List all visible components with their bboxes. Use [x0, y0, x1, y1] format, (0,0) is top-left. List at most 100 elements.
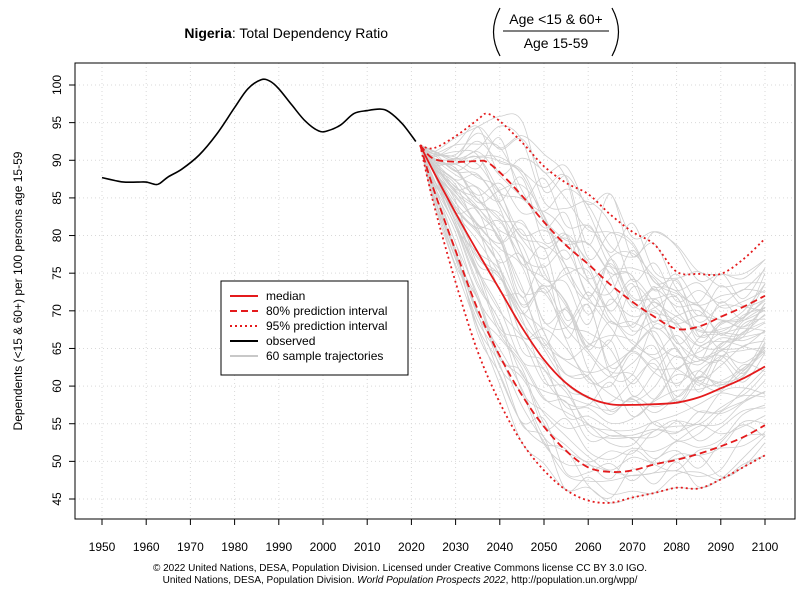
y-tick-label: 50	[50, 454, 64, 468]
x-tick-label: 1960	[133, 540, 160, 554]
sample-trajectory	[419, 145, 766, 425]
legend-label: 60 sample trajectories	[266, 349, 383, 363]
x-tick-label: 2040	[486, 540, 513, 554]
sample-trajectory	[419, 125, 766, 304]
x-tick-label: 2000	[310, 540, 337, 554]
sample-trajectory	[419, 145, 766, 483]
sample-trajectory	[419, 144, 766, 402]
y-tick-label: 60	[50, 379, 64, 393]
sample-trajectory	[419, 145, 766, 415]
x-tick-label: 2060	[575, 540, 602, 554]
sample-trajectory	[419, 144, 766, 403]
sample-trajectory	[419, 145, 766, 389]
y-axis: 45 50 55 60 65 70 75 80 85 90 95 100	[50, 75, 75, 506]
sample-trajectory	[419, 144, 766, 386]
title-denominator: Age 15-59	[524, 35, 589, 51]
title-text: : Total Dependency Ratio	[232, 25, 388, 41]
sample-trajectory	[419, 137, 766, 343]
legend-label: 95% prediction interval	[266, 319, 387, 333]
y-tick-label: 85	[50, 191, 64, 205]
footer-copyright: © 2022 United Nations, DESA, Population …	[152, 563, 648, 574]
sample-trajectory	[419, 145, 766, 460]
sample-trajectory	[419, 145, 766, 482]
sample-trajectory	[419, 144, 766, 400]
sample-trajectory	[419, 145, 766, 480]
y-tick-label: 45	[50, 492, 64, 506]
legend-label: observed	[266, 334, 315, 348]
series-median	[419, 144, 766, 406]
sample-trajectory	[419, 144, 766, 359]
title-numerator: Age <15 & 60+	[509, 11, 602, 27]
sample-trajectory	[419, 145, 766, 499]
x-tick-label: 2100	[752, 540, 779, 554]
sample-trajectory	[419, 145, 766, 432]
y-tick-label: 75	[50, 266, 64, 280]
sample-trajectory	[419, 144, 766, 337]
sample-trajectory	[419, 144, 766, 333]
sample-trajectory	[419, 144, 766, 363]
series-80-upper	[419, 144, 766, 331]
series-lines	[101, 78, 766, 504]
x-tick-label: 1980	[221, 540, 248, 554]
sample-trajectory	[419, 144, 766, 385]
sample-trajectory	[419, 144, 766, 325]
sample-trajectory	[419, 145, 766, 373]
x-tick-label: 1990	[265, 540, 292, 554]
footer-citation-url: , http://population.un.org/wpp/	[505, 575, 638, 586]
x-tick-label: 1970	[177, 540, 204, 554]
x-tick-label: 2010	[354, 540, 381, 554]
sample-trajectory	[419, 145, 766, 477]
sample-trajectory	[419, 145, 766, 439]
title-left-paren	[492, 7, 501, 57]
sample-trajectory	[419, 145, 766, 414]
sample-trajectory	[419, 144, 766, 387]
grid	[75, 63, 795, 519]
x-tick-label: 2020	[398, 540, 425, 554]
sample-trajectory	[419, 145, 766, 442]
sample-trajectory	[419, 145, 766, 478]
sample-trajectory	[420, 144, 766, 282]
y-tick-label: 100	[50, 75, 64, 95]
series-95-lower	[419, 145, 766, 504]
footer: © 2022 United Nations, DESA, Population …	[0, 563, 800, 587]
legend-label: 80% prediction interval	[266, 304, 387, 318]
sample-trajectory	[419, 145, 766, 463]
sample-trajectory	[420, 125, 766, 304]
x-tick-label: 2070	[619, 540, 646, 554]
x-tick-label: 2080	[663, 540, 690, 554]
sample-trajectory	[420, 144, 766, 362]
x-tick-label: 2050	[531, 540, 558, 554]
series-95-upper	[419, 112, 766, 276]
sample-trajectory	[419, 144, 766, 383]
y-tick-label: 70	[50, 304, 64, 318]
sample-trajectory	[419, 132, 766, 317]
plot-frame	[74, 62, 796, 520]
y-tick-label: 55	[50, 417, 64, 431]
svg-text:Nigeria: Total Dependency Rati: Nigeria: Total Dependency Ratio	[184, 25, 388, 41]
x-axis: 1950 1960 1970 1980 1990 2000 2010 2020 2030 2040…	[89, 519, 779, 554]
y-tick-label: 90	[50, 153, 64, 167]
legend-label: median	[266, 289, 305, 303]
y-tick-label: 95	[50, 116, 64, 130]
y-tick-label: 65	[50, 341, 64, 355]
chart-title: Nigeria: Total Dependency Ratio Age <15 …	[184, 7, 620, 57]
sample-trajectory	[419, 144, 766, 336]
x-tick-label: 1950	[89, 540, 116, 554]
x-tick-label: 2090	[707, 540, 734, 554]
sample-trajectory	[419, 145, 766, 418]
series-80-lower	[419, 144, 766, 473]
title-right-paren	[611, 7, 620, 57]
sample-trajectories	[419, 113, 766, 504]
title-country: Nigeria	[184, 25, 232, 41]
sample-trajectory	[419, 145, 766, 504]
y-axis-label: Dependents (<15 & 60+) per 100 persons a…	[11, 151, 25, 430]
footer-citation: United Nations, DESA, Population Divisio…	[0, 575, 800, 587]
y-tick-label: 80	[50, 229, 64, 243]
sample-trajectory	[419, 145, 766, 495]
footer-citation-title: World Population Prospects 2022	[357, 575, 506, 586]
sample-trajectory	[419, 140, 766, 333]
x-tick-label: 2030	[442, 540, 469, 554]
sample-trajectory	[419, 144, 766, 347]
footer-citation-prefix: United Nations, DESA, Population Divisio…	[162, 575, 358, 586]
